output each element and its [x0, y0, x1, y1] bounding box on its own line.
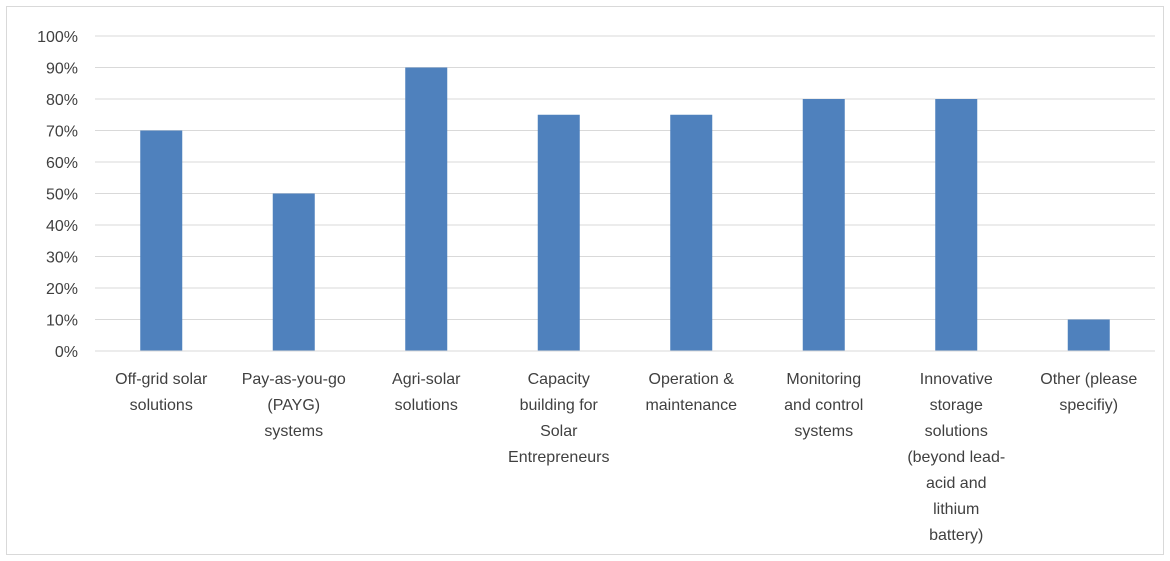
- x-category-label: Innovative storage solutions (beyond lead-a…: [907, 371, 1005, 544]
- y-tick-label: 20%: [46, 281, 78, 298]
- bars: [140, 67, 1110, 351]
- x-category-label: Off-grid solar solutions: [115, 371, 208, 414]
- y-tick-label: 70%: [46, 124, 78, 141]
- y-tick-label: 100%: [37, 29, 78, 46]
- bar: [140, 130, 183, 351]
- bar: [272, 193, 315, 351]
- bar: [405, 67, 448, 351]
- bar: [802, 99, 845, 351]
- y-axis-tick-labels: 0% 10% 20% 30% 40% 50% 60% 70% 80% 90% 100%: [37, 29, 78, 361]
- x-category-label: Pay-as-you-go (PAYG) systems: [242, 371, 346, 440]
- x-category-label: Other (please specifiy): [1040, 371, 1137, 414]
- y-tick-label: 30%: [46, 250, 78, 267]
- x-axis-category-labels: Off-grid solar solutions Pay-as-you-go (PAY…: [115, 371, 1137, 544]
- y-tick-label: 60%: [46, 155, 78, 172]
- x-category-label: Operation & maintenance: [645, 371, 737, 414]
- y-tick-label: 90%: [46, 61, 78, 78]
- y-tick-label: 50%: [46, 187, 78, 204]
- x-category-label: Capacity building for Solar Entrepreneurs: [508, 371, 609, 466]
- y-tick-label: 40%: [46, 218, 78, 235]
- bar: [537, 114, 580, 351]
- bar: [1067, 319, 1110, 351]
- x-category-label: Agri-solar solutions: [392, 371, 461, 414]
- bar: [670, 114, 713, 351]
- y-tick-label: 10%: [46, 313, 78, 330]
- bar: [935, 99, 978, 351]
- y-tick-label: 80%: [46, 92, 78, 109]
- x-category-label: Monitoring and control systems: [784, 371, 863, 440]
- gridlines: [95, 35, 1155, 320]
- y-tick-label: 0%: [55, 344, 78, 361]
